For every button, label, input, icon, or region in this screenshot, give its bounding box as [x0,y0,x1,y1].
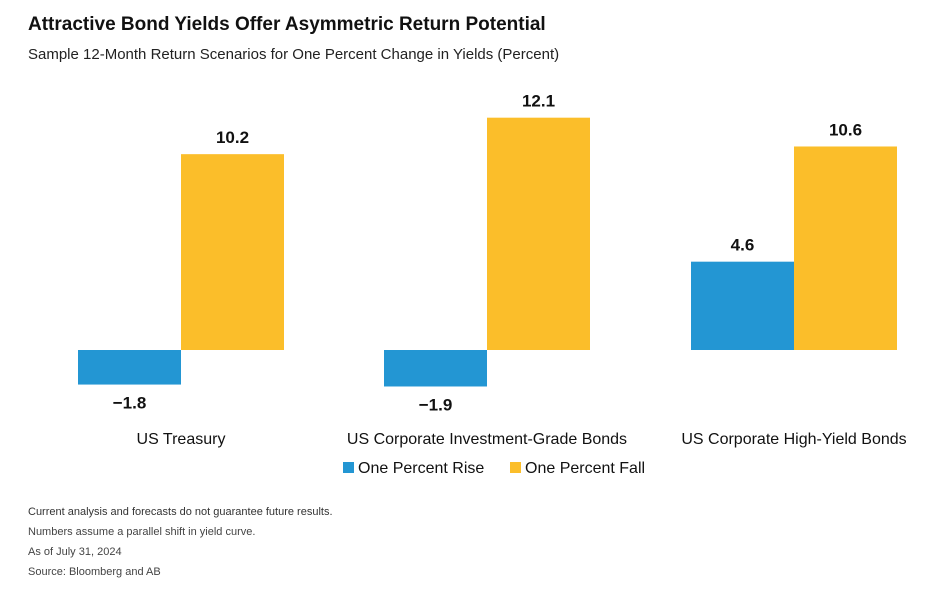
data-label-fall-1: 10.2 [216,128,249,147]
disclaimer-note: Current analysis and forecasts do not gu… [28,506,333,518]
chart-subtitle: Sample 12-Month Return Scenarios for One… [28,46,560,63]
category-label-3: US Corporate High-Yield Bonds [681,431,906,448]
assumption-note: Numbers assume a parallel shift in yield… [28,526,256,538]
bar-chart: −1.8 10.2 US Treasury −1.9 12.1 US Corporate … [78,92,907,477]
legend-label-fall: One Percent Fall [525,460,645,477]
chart-title: Attractive Bond Yields Offer Asymmetric … [28,14,546,35]
bar-rise-3 [691,261,794,350]
bar-rise-1 [78,350,181,385]
data-label-fall-2: 12.1 [522,92,555,111]
category-label-2: US Corporate Investment-Grade Bonds [347,431,627,448]
data-label-rise-2: −1.9 [419,395,453,414]
data-label-fall-3: 10.6 [829,120,862,139]
bar-fall-3 [794,146,897,350]
legend-label-rise: One Percent Rise [358,460,484,477]
bar-fall-2 [487,117,590,351]
category-label-1: US Treasury [137,431,226,448]
bar-rise-2 [384,350,487,387]
legend-swatch-rise [343,462,354,473]
bar-fall-1 [181,154,284,350]
data-label-rise-1: −1.8 [113,394,147,413]
footnotes: Current analysis and forecasts do not gu… [28,502,333,582]
legend-swatch-fall [510,462,521,473]
data-label-rise-3: 4.6 [731,236,755,255]
as-of-date: As of July 31, 2024 [28,546,122,558]
source-note: Source: Bloomberg and AB [28,566,161,578]
